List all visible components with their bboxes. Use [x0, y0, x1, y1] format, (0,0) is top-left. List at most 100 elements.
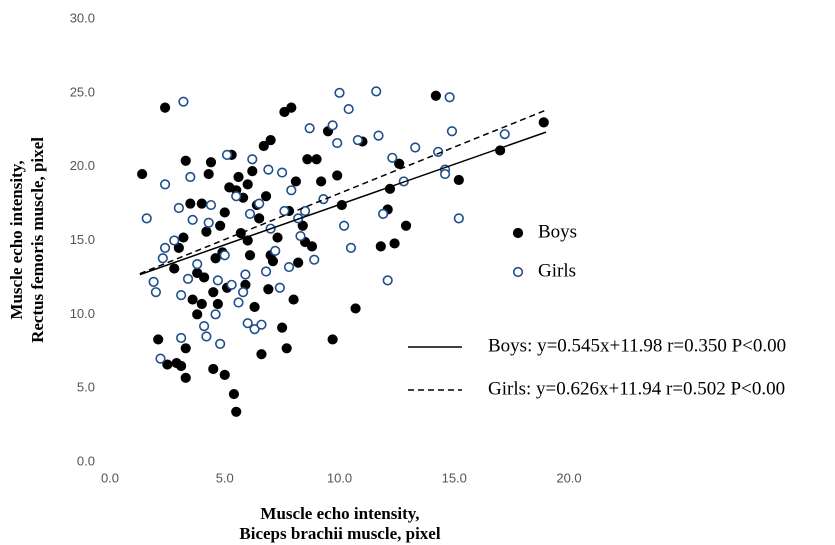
- point: [378, 208, 389, 220]
- point: [309, 254, 320, 265]
- point: [277, 167, 288, 178]
- point: [231, 406, 242, 417]
- point: [332, 137, 343, 149]
- legend-marker: [512, 227, 524, 239]
- x-tick-label: 0.0: [101, 470, 119, 485]
- point: [238, 287, 249, 298]
- point: [187, 294, 198, 305]
- point: [256, 349, 267, 360]
- point: [192, 259, 203, 270]
- point: [235, 228, 246, 239]
- point: [240, 269, 251, 280]
- point: [198, 272, 210, 283]
- point: [176, 290, 187, 301]
- point: [219, 207, 230, 218]
- point: [215, 338, 226, 349]
- point: [249, 324, 260, 335]
- point: [176, 360, 187, 372]
- point: [311, 154, 322, 165]
- point: [137, 168, 148, 180]
- point: [244, 250, 256, 261]
- point: [453, 213, 464, 224]
- point: [155, 353, 166, 364]
- point: [173, 242, 184, 253]
- legend-label: Girls: [538, 260, 576, 281]
- legend-label: Boys: [538, 221, 577, 242]
- point: [371, 86, 382, 97]
- point: [182, 273, 194, 284]
- point: [352, 134, 363, 146]
- point: [350, 303, 361, 314]
- point: [201, 226, 212, 237]
- point: [297, 220, 308, 231]
- point: [187, 214, 198, 225]
- point: [226, 279, 237, 290]
- point: [439, 168, 451, 180]
- point: [203, 217, 214, 228]
- point: [446, 126, 458, 137]
- point: [256, 319, 267, 330]
- point: [389, 238, 400, 249]
- point: [444, 92, 455, 103]
- point: [430, 90, 441, 101]
- point: [180, 343, 191, 354]
- point: [219, 250, 230, 261]
- point: [242, 179, 253, 190]
- point: [334, 87, 345, 98]
- point: [157, 253, 168, 264]
- point: [196, 198, 207, 209]
- point: [302, 154, 313, 165]
- point: [304, 123, 315, 134]
- point: [394, 158, 405, 169]
- point: [274, 282, 285, 293]
- x-axis-title: Muscle echo intensity, Biceps brachii mu…: [239, 504, 440, 543]
- point: [159, 242, 171, 253]
- y-axis-title-line: Muscle echo intensity,: [7, 160, 26, 319]
- point: [198, 321, 210, 332]
- point: [316, 176, 327, 187]
- point: [180, 372, 191, 383]
- point: [169, 235, 180, 246]
- trendline: [139, 131, 547, 276]
- point: [173, 202, 184, 214]
- x-tick-label: 5.0: [216, 470, 234, 485]
- point: [141, 213, 152, 224]
- y-tick-label: 20.0: [70, 158, 95, 173]
- point: [210, 309, 221, 320]
- point: [295, 230, 306, 242]
- point: [327, 120, 338, 131]
- point: [249, 301, 260, 313]
- point: [277, 322, 288, 333]
- point: [270, 245, 281, 256]
- point: [538, 117, 549, 128]
- point: [150, 287, 161, 298]
- point: [400, 220, 412, 231]
- legend-label: Boys: y=0.545x+11.98 r=0.350 P<0.00: [488, 335, 786, 356]
- point: [185, 198, 196, 209]
- point: [283, 261, 295, 273]
- point: [178, 232, 189, 243]
- point: [210, 253, 221, 264]
- point: [242, 318, 253, 329]
- point: [228, 388, 240, 400]
- point: [159, 102, 171, 113]
- point: [192, 267, 203, 279]
- point: [263, 284, 274, 295]
- point: [263, 164, 274, 175]
- point: [233, 297, 244, 308]
- y-tick-label: 15.0: [70, 232, 95, 247]
- y-tick-label: 30.0: [70, 10, 95, 25]
- point: [247, 165, 258, 177]
- point: [373, 130, 384, 141]
- point: [231, 191, 242, 202]
- point: [212, 275, 223, 286]
- point: [178, 96, 189, 107]
- point: [286, 185, 297, 196]
- y-tick-label: 5.0: [77, 380, 95, 395]
- point: [176, 332, 187, 344]
- point: [201, 331, 212, 342]
- trendline: [139, 109, 547, 275]
- point: [180, 155, 191, 166]
- point: [306, 241, 318, 252]
